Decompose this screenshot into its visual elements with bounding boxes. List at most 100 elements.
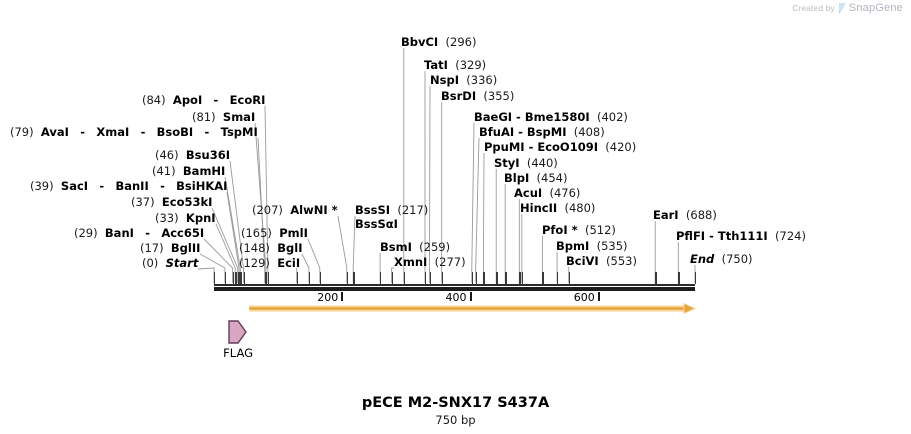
site-tick-apoi-ecori[interactable] (267, 272, 270, 284)
site-tick-hincii[interactable] (521, 272, 524, 284)
snapgene-watermark: Created by SnapGene (792, 2, 903, 14)
site-tick-smai[interactable] (265, 272, 268, 284)
enzyme-label-alwni[interactable]: (207) AlwNI * (252, 204, 338, 217)
enzyme-name: Bsu36I (185, 148, 231, 162)
enzyme-label-eco53ki[interactable]: (37) Eco53kI (131, 196, 212, 209)
enzyme-name: HincII (520, 201, 558, 215)
site-tick-styi[interactable] (496, 272, 498, 284)
enzyme-position: (750) (714, 252, 753, 266)
site-tick-bgli[interactable] (308, 272, 311, 284)
enzyme-position: (217) (390, 203, 429, 217)
orf-arrow-edge (249, 305, 686, 312)
enzyme-label-acui[interactable]: AcuI (476) (514, 187, 580, 200)
enzyme-label-pflfi-group[interactable]: PflFI - Tth111I (724) (676, 230, 806, 243)
site-tick-xmni[interactable] (391, 272, 393, 284)
site-tick-start[interactable] (214, 272, 216, 284)
enzyme-position: (81) (192, 110, 216, 124)
site-tick-bani-acc65i[interactable] (232, 272, 234, 284)
enzyme-label-saci-group[interactable]: (39) SacI - BanII - BsiHKAI (30, 180, 227, 193)
enzyme-label-apoi-ecori[interactable]: (84) ApoI - EcoRI (142, 94, 265, 107)
site-tick-eco53ki[interactable] (237, 272, 240, 284)
site-tick-bfuai-bspmi[interactable] (475, 272, 478, 284)
site-tick-blpi[interactable] (505, 272, 507, 284)
site-tick-nspi[interactable] (429, 272, 431, 284)
site-tick-eari[interactable] (655, 272, 657, 284)
site-tick-bglii[interactable] (224, 272, 227, 284)
enzyme-label-bsssi[interactable]: BssSI (217) (355, 204, 428, 217)
enzyme-label-bfuai-bspmi[interactable]: BfuAI - BspMI (408) (479, 126, 605, 139)
watermark-prefix: Created by (792, 3, 835, 13)
enzyme-label-ecii[interactable]: (129) EciI (239, 257, 300, 270)
site-tick-baegi-group[interactable] (471, 272, 474, 284)
enzyme-label-bsssai[interactable]: BssSαI (355, 218, 398, 231)
site-tick-tati[interactable] (425, 272, 427, 284)
site-tick-ecii[interactable] (296, 272, 299, 284)
enzyme-label-kpni[interactable]: (33) KpnI (155, 212, 216, 225)
flag-arrow-shape (228, 320, 247, 344)
enzyme-position: (480) (557, 201, 596, 215)
enzyme-position: (476) (542, 186, 581, 200)
enzyme-label-pfoi[interactable]: PfoI * (512) (542, 224, 616, 237)
enzyme-label-bsu36i[interactable]: (46) Bsu36I (155, 149, 230, 162)
orf-arrow-svg[interactable] (0, 302, 911, 322)
enzyme-label-bcivi[interactable]: BciVI (553) (566, 255, 637, 268)
enzyme-label-bpmi[interactable]: BpmI (535) (556, 240, 628, 253)
site-tick-avai-group[interactable] (264, 272, 267, 284)
enzyme-name-separator: - (136, 125, 150, 139)
site-tick-bbvci[interactable] (403, 272, 406, 284)
enzyme-label-smai[interactable]: (81) SmaI (192, 111, 255, 124)
enzyme-label-bbvci[interactable]: BbvCI (296) (401, 36, 476, 49)
leader-line (337, 215, 348, 283)
enzyme-label-ppumi-group[interactable]: PpuMI - EcoO109I (420) (484, 141, 636, 154)
enzyme-name: PflFI (676, 229, 706, 243)
enzyme-label-bgli[interactable]: (148) BglI (239, 242, 302, 255)
site-tick-bamhi[interactable] (240, 272, 242, 284)
site-tick-bsrdi[interactable] (441, 272, 444, 284)
enzyme-label-bsmi[interactable]: BsmI (259) (380, 241, 450, 254)
site-tick-bsssai[interactable] (353, 272, 355, 284)
site-tick-alwni[interactable] (346, 272, 349, 284)
enzyme-name: NspI (430, 73, 459, 87)
site-tick-bsmi[interactable] (380, 272, 382, 284)
site-tick-end[interactable] (695, 272, 697, 284)
site-tick-bpmi[interactable] (557, 272, 559, 284)
site-tick-pfoi[interactable] (542, 272, 544, 284)
enzyme-name: XmaI (96, 125, 130, 139)
enzyme-name: BanII (115, 179, 149, 193)
ruler-bar (214, 287, 695, 291)
enzyme-name: AlwNI * (290, 203, 338, 217)
enzyme-label-tati[interactable]: TatI (329) (424, 59, 486, 72)
enzyme-name-separator: - (209, 93, 223, 107)
axis-tick-600 (597, 292, 600, 301)
site-tick-saci-group[interactable] (239, 272, 241, 284)
site-tick-ppumi-group[interactable] (483, 272, 485, 284)
axis-tick-label-200: 200 (317, 291, 339, 304)
site-tick-kpni[interactable] (235, 272, 237, 284)
enzyme-position: (165) (241, 226, 272, 240)
enzyme-label-blpi[interactable]: BlpI (454) (504, 172, 567, 185)
enzyme-label-styi[interactable]: StyI (440) (494, 157, 558, 170)
enzyme-label-end[interactable]: End (750) (690, 253, 753, 266)
enzyme-label-start[interactable]: (0) Start (142, 257, 198, 270)
enzyme-label-xmni[interactable]: XmnI (277) (394, 256, 466, 269)
enzyme-label-avai-group[interactable]: (79) AvaI - XmaI - BsoBI - TspMI (10, 126, 258, 139)
leader-line (197, 267, 215, 283)
enzyme-label-hincii[interactable]: HincII (480) (520, 202, 595, 215)
enzyme-label-bani-acc65i[interactable]: (29) BanI - Acc65I (74, 227, 204, 240)
site-tick-bsu36i[interactable] (243, 272, 245, 284)
enzyme-name: ApoI (172, 93, 203, 107)
site-tick-bcivi[interactable] (568, 272, 571, 284)
enzyme-label-bsrdi[interactable]: BsrDI (355) (441, 90, 514, 103)
enzyme-label-bamhi[interactable]: (41) BamHI (152, 165, 225, 178)
enzyme-label-bglii[interactable]: (17) BglII (140, 242, 200, 255)
enzyme-name: EcoRI (229, 93, 266, 107)
enzyme-label-nspi[interactable]: NspI (336) (430, 74, 497, 87)
site-tick-pmli[interactable] (319, 272, 322, 284)
enzyme-name: XmnI (394, 255, 428, 269)
enzyme-label-baegi-group[interactable]: BaeGI - Bme1580I (402) (474, 111, 628, 124)
site-tick-pflfi-group[interactable] (678, 272, 680, 284)
flag-feature-arrow[interactable] (228, 320, 248, 344)
site-tick-acui[interactable] (519, 272, 521, 284)
enzyme-label-pmli[interactable]: (165) PmlI (241, 227, 308, 240)
enzyme-label-eari[interactable]: EarI (688) (653, 209, 717, 222)
